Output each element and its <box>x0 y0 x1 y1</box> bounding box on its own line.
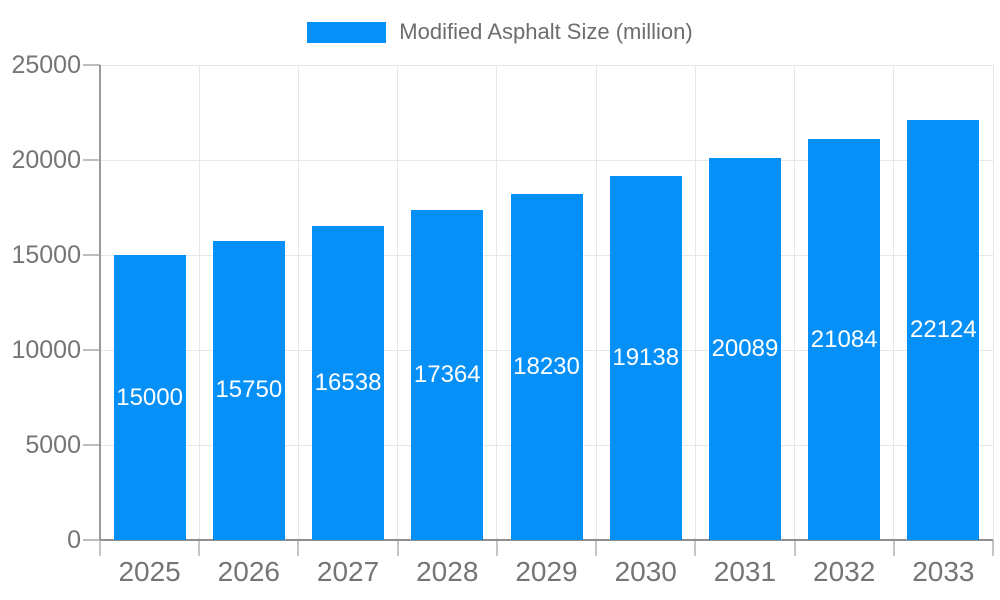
bar-value-label: 21084 <box>810 325 878 353</box>
y-axis-tick <box>83 64 100 66</box>
y-axis-tick <box>83 349 100 351</box>
bar-2029[interactable]: 18230 <box>510 193 583 540</box>
x-axis-category-label: 2029 <box>515 556 578 587</box>
gridline-vertical <box>893 65 895 540</box>
gridline-vertical <box>496 65 498 540</box>
bar-value-label: 22124 <box>910 315 977 343</box>
x-axis-tick <box>694 540 697 556</box>
bar-value-label: 15000 <box>116 383 183 411</box>
x-axis-category-label: 2033 <box>912 556 975 587</box>
x-axis-category-label: 2031 <box>713 556 777 587</box>
x-axis-tick <box>99 540 101 556</box>
y-axis-tick-label: 20000 <box>11 145 81 174</box>
bar-value-label: 17364 <box>413 361 481 389</box>
x-axis-tick <box>396 540 399 556</box>
bar-2026[interactable]: 15750 <box>212 240 285 540</box>
x-axis-tick <box>495 540 498 556</box>
legend-swatch <box>307 21 387 43</box>
legend[interactable]: Modified Asphalt Size (million) <box>0 17 1000 47</box>
y-axis-tick-label: 25000 <box>11 50 81 79</box>
bar-2025[interactable]: 15000 <box>113 255 186 540</box>
x-axis-category-label: 2027 <box>316 556 380 587</box>
gridline-vertical <box>794 65 796 540</box>
legend-label: Modified Asphalt Size (million) <box>399 19 693 44</box>
y-axis-tick <box>83 539 100 541</box>
x-axis-tick <box>992 540 994 556</box>
bar-2033[interactable]: 22124 <box>907 119 980 540</box>
bar-2028[interactable]: 17364 <box>411 210 484 540</box>
y-axis-tick <box>83 159 100 161</box>
bar-2032[interactable]: 21084 <box>808 139 881 540</box>
bar-value-label: 18230 <box>513 352 580 380</box>
y-axis-tick <box>83 444 100 446</box>
bar-value-label: 19138 <box>612 344 680 372</box>
gridline-vertical <box>297 65 299 540</box>
bar-value-label: 16538 <box>314 368 382 396</box>
x-axis-category-label: 2026 <box>217 556 280 587</box>
gridline-vertical <box>397 65 399 540</box>
gridline-vertical <box>595 65 597 540</box>
x-axis-category-label: 2032 <box>813 556 876 587</box>
y-axis-tick-label: 10000 <box>11 335 81 364</box>
y-axis-tick <box>83 254 100 256</box>
x-axis-tick <box>892 540 895 556</box>
gridline-vertical <box>198 65 200 540</box>
gridline-vertical <box>992 65 994 540</box>
x-axis-category-label: 2030 <box>614 556 677 587</box>
bar-value-label: 15750 <box>215 376 283 404</box>
bar-value-label: 20089 <box>711 335 779 363</box>
x-axis-tick <box>793 540 796 556</box>
y-axis-tick-label: 0 <box>67 525 81 554</box>
x-axis-tick <box>198 540 201 556</box>
gridline-vertical <box>694 65 696 540</box>
gridline-horizontal <box>100 159 993 161</box>
x-axis-category-label: 2025 <box>118 556 181 587</box>
x-axis-tick <box>595 540 598 556</box>
x-axis-tick <box>297 540 300 556</box>
bar-2027[interactable]: 16538 <box>312 225 385 540</box>
y-axis-tick-label: 5000 <box>25 430 81 459</box>
y-axis-line <box>99 65 101 540</box>
x-axis-line <box>100 539 993 541</box>
bar-2031[interactable]: 20089 <box>708 158 781 540</box>
x-axis-category-label: 2028 <box>416 556 479 587</box>
gridline-horizontal <box>100 64 993 66</box>
y-axis-tick-label: 15000 <box>11 240 81 269</box>
bar-2030[interactable]: 19138 <box>609 176 682 540</box>
